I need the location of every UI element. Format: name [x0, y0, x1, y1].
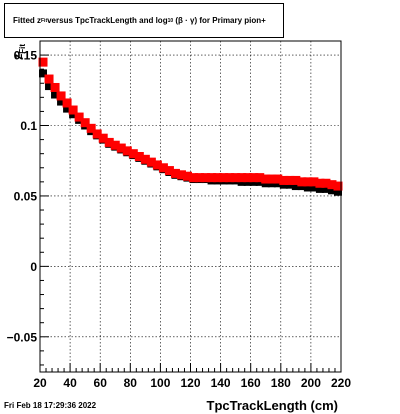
series-red — [38, 57, 343, 191]
data-point — [92, 129, 102, 139]
y-tick-label: 0.1 — [20, 119, 37, 133]
x-tick-label: 180 — [271, 376, 291, 390]
x-tick-label: 120 — [180, 376, 200, 390]
data-point — [291, 175, 301, 185]
data-point — [297, 177, 307, 187]
data-point — [195, 173, 205, 183]
title-sub-fit: Fit — [41, 17, 48, 24]
data-point — [333, 181, 343, 191]
x-tick-label: 60 — [94, 376, 108, 390]
data-point — [44, 74, 54, 84]
y-axis-label-sub: Fit — [18, 44, 27, 54]
timestamp-footer: Fri Feb 18 17:29:36 2022 — [4, 401, 97, 410]
data-point — [219, 173, 229, 183]
data-point — [116, 143, 126, 153]
data-point — [63, 104, 72, 113]
data-point — [104, 137, 114, 147]
data-point — [333, 187, 342, 196]
data-point — [279, 175, 289, 185]
data-point — [327, 180, 337, 190]
title-prefix: Fitted z — [13, 16, 41, 25]
data-point — [164, 166, 174, 176]
data-point — [207, 173, 217, 183]
data-point — [50, 82, 60, 92]
y-axis-label: zFit — [11, 44, 27, 60]
data-point — [128, 149, 138, 159]
data-point — [321, 184, 330, 193]
x-tick-label: 140 — [211, 376, 231, 390]
grid — [40, 41, 341, 372]
x-tick-label: 20 — [33, 376, 47, 390]
data-point — [225, 173, 235, 183]
data-point — [201, 173, 211, 183]
data-point — [189, 173, 199, 183]
data-point — [237, 173, 247, 183]
data-point — [45, 82, 54, 91]
x-tick-label: 100 — [150, 376, 170, 390]
data-point — [152, 160, 162, 170]
data-point — [249, 173, 259, 183]
y-tick-label: −0.05 — [7, 330, 38, 344]
data-point — [255, 173, 265, 183]
data-point — [176, 170, 186, 180]
x-tick-label: 220 — [331, 376, 351, 390]
data-point — [315, 184, 324, 193]
x-tick-label: 40 — [63, 376, 77, 390]
data-point — [39, 69, 48, 78]
x-tick-label: 80 — [124, 376, 138, 390]
chart-title: Fitted z Fit versus TpcTrackLength and lo… — [4, 3, 284, 38]
data-point — [213, 173, 223, 183]
title-sub-10: 10 — [167, 17, 174, 24]
x-axis-label: TpcTrackLength (cm) — [207, 398, 338, 413]
x-tick-label: 160 — [241, 376, 261, 390]
data-point — [303, 183, 312, 192]
data-point — [80, 118, 90, 128]
data-point — [74, 112, 84, 122]
data-point — [134, 151, 144, 161]
data-point — [98, 133, 108, 143]
data-point — [68, 105, 78, 115]
data-point — [182, 171, 192, 181]
data-point — [309, 177, 319, 187]
data-point — [243, 173, 253, 183]
ticks — [39, 40, 342, 372]
data-point — [140, 154, 150, 164]
data-point — [315, 178, 325, 188]
y-tick-label: 0.15 — [14, 49, 38, 63]
data-point — [309, 183, 318, 192]
data-point — [285, 175, 295, 185]
data-point — [261, 174, 271, 184]
data-point — [86, 123, 96, 133]
title-suffix: (β · γ) for Primary pion+ — [175, 16, 266, 25]
data-point — [57, 97, 66, 106]
data-point — [170, 168, 180, 178]
y-axis-label-main: z — [11, 54, 25, 60]
x-tick-label: 200 — [301, 376, 321, 390]
data-point — [231, 173, 241, 183]
data-point — [51, 90, 60, 99]
data-point — [62, 98, 72, 108]
y-tick-label: 0 — [30, 260, 37, 274]
data-point — [321, 178, 331, 188]
data-point — [273, 174, 283, 184]
data-point — [146, 157, 156, 167]
data-point — [110, 140, 120, 150]
data-point — [327, 186, 336, 195]
data-point — [267, 174, 277, 184]
data-point — [291, 182, 300, 191]
series-layer — [38, 57, 343, 196]
title-middle: versus TpcTrackLength and log — [47, 16, 168, 25]
data-point — [303, 177, 313, 187]
tick-labels: 20 40 60 80 100 120 140 160 180 200 220 −0.05 0 0.05 0… — [7, 49, 352, 390]
data-point — [122, 146, 132, 156]
y-tick-label: 0.05 — [14, 189, 38, 203]
data-point — [56, 91, 66, 101]
data-point — [38, 57, 48, 67]
data-point — [158, 163, 168, 173]
